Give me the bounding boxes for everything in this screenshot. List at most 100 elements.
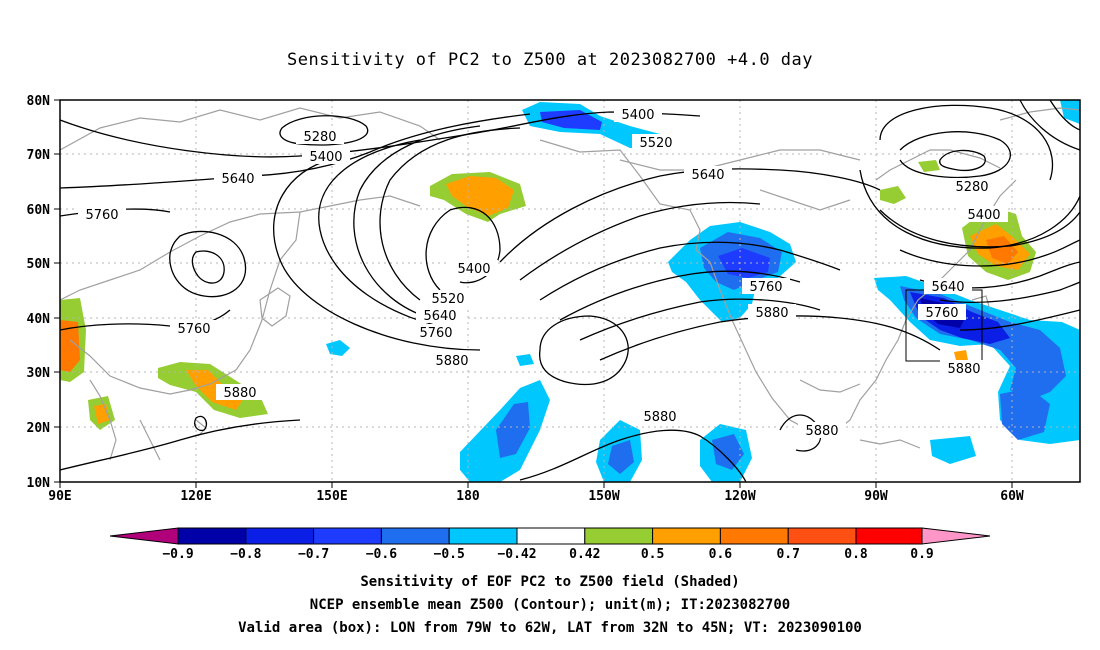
colorbar-swatch <box>448 527 518 545</box>
contour-label: 5400 <box>302 148 350 165</box>
contour-label-text: 5400 <box>309 150 342 165</box>
contour-label: 5760 <box>742 278 790 295</box>
contour-label-layer: 5280 5400 5640 5760 5400 5520 5640 5520 … <box>78 106 1008 439</box>
contour-label-text: 5640 <box>931 280 964 295</box>
contour-label-text: 5760 <box>85 208 118 223</box>
shade-pos-hudson <box>880 186 906 204</box>
contour-label: 5760 <box>918 304 966 321</box>
lon-label: 120W <box>724 489 755 504</box>
contour-label-text: 5400 <box>457 262 490 277</box>
lon-label: 150W <box>588 489 619 504</box>
caption-line-3: Valid area (box): LON from 79W to 62W, L… <box>238 620 862 636</box>
shade-neg-subtrop-1-core <box>496 402 530 458</box>
lat-label: 30N <box>27 366 51 381</box>
lon-label: 60W <box>1000 489 1024 504</box>
colorbar-swatch <box>177 527 247 545</box>
coastlines <box>59 107 1081 461</box>
lon-axis: 90E 120E 150E 180 150W 120W 90W 60W <box>48 489 1024 504</box>
shade-pos-small-box <box>954 350 968 360</box>
shade-neg-caribbean <box>930 436 976 464</box>
colorbar-label: −0.8 <box>230 547 261 562</box>
lat-label: 70N <box>27 148 51 163</box>
page-title: Sensitivity of PC2 to Z500 at 2023082700… <box>286 50 813 70</box>
lat-label: 50N <box>27 257 51 272</box>
colorbar-label: −0.7 <box>298 547 329 562</box>
contour-label: 5520 <box>424 290 472 307</box>
contour-label-text: 5400 <box>967 208 1000 223</box>
colorbar-swatch <box>245 527 315 545</box>
shade-neg-arctic-core <box>540 110 602 130</box>
contour-label-text: 5880 <box>223 386 256 401</box>
contour-label: 5640 <box>214 170 262 187</box>
colorbar-label: 0.42 <box>569 547 600 562</box>
colorbar-label: −0.42 <box>497 547 536 562</box>
contour-label-text: 5880 <box>755 306 788 321</box>
contour-label: 5880 <box>798 422 846 439</box>
contour-label-text: 5880 <box>805 424 838 439</box>
lat-label: 40N <box>27 312 51 327</box>
contour-label-text: 5400 <box>621 108 654 123</box>
contour-label: 5280 <box>296 128 344 145</box>
colorbar-label: 0.7 <box>776 547 799 562</box>
shade-pos-atl-hot <box>986 236 1018 264</box>
colorbar-swatch <box>584 527 654 545</box>
lon-label: 120E <box>180 489 211 504</box>
lon-label: 150E <box>316 489 347 504</box>
lon-label: 180 <box>456 489 480 504</box>
contour-label-text: 5640 <box>691 168 724 183</box>
contour-label: 5520 <box>632 134 680 151</box>
caption-line-2: NCEP ensemble mean Z500 (Contour); unit(… <box>309 597 791 613</box>
contour-label: 5880 <box>216 384 264 401</box>
tick-marks <box>54 99 1013 488</box>
colorbar-label: 0.8 <box>844 547 868 562</box>
lat-label: 20N <box>27 421 51 436</box>
contour-label: 5760 <box>412 324 460 341</box>
colorbar-labels: −0.9 −0.8 −0.7 −0.6 −0.5 −0.42 0.42 0.5 … <box>162 547 933 562</box>
colorbar-label: 0.5 <box>641 547 664 562</box>
colorbar-swatch <box>652 527 721 545</box>
contour-label: 5400 <box>614 106 662 123</box>
lat-label: 80N <box>27 94 51 109</box>
colorbar-swatch <box>516 527 586 545</box>
contour-label-text: 5760 <box>419 326 452 341</box>
caption-line-1: Sensitivity of EOF PC2 to Z500 field (Sh… <box>360 574 740 590</box>
contour-label-text: 5760 <box>749 280 782 295</box>
contour-label-text: 5280 <box>303 130 336 145</box>
colorbar-label: −0.9 <box>162 547 193 562</box>
lon-label: 90E <box>48 489 71 504</box>
contour-label-text: 5520 <box>431 292 464 307</box>
contour-label-text: 5760 <box>177 322 210 337</box>
shade-pos-greenland <box>918 160 940 172</box>
contour-label: 5640 <box>924 278 972 295</box>
colorbar-swatch <box>313 527 382 545</box>
map-frame <box>59 99 1081 483</box>
contour-label: 5760 <box>170 320 218 337</box>
contour-label-text: 5880 <box>643 410 676 425</box>
contour-label-text: 5880 <box>947 362 980 377</box>
contour-label-text: 5520 <box>639 136 672 151</box>
colorbar-swatch <box>719 527 789 545</box>
lon-label: 90W <box>864 489 888 504</box>
shade-neg-subtrop-2-core <box>608 440 634 474</box>
contour-label: 5880 <box>636 408 684 425</box>
lat-axis: 80N 70N 60N 50N 40N 30N 20N 10N <box>27 94 51 491</box>
colorbar-label: 0.6 <box>709 547 733 562</box>
contour-label: 5400 <box>960 206 1008 223</box>
lat-label: 10N <box>27 476 51 491</box>
grid-lines <box>60 100 1080 482</box>
colorbar-label: −0.6 <box>366 547 397 562</box>
shade-neg-mid-pac <box>516 354 534 366</box>
contour-label: 5760 <box>78 206 126 223</box>
contour-label: 5880 <box>748 304 796 321</box>
contour-label: 5280 <box>948 178 996 195</box>
contour-label-text: 5880 <box>435 354 468 369</box>
contour-label: 5640 <box>416 307 464 324</box>
shade-pos-west-core <box>60 320 80 372</box>
shade-neg-150e <box>326 340 350 356</box>
contour-label: 5640 <box>684 166 732 183</box>
colorbar-label: −0.5 <box>434 547 465 562</box>
shade-neg-subtrop-3-core <box>712 434 744 470</box>
colorbar-swatch <box>787 527 857 545</box>
lat-label: 60N <box>27 203 51 218</box>
